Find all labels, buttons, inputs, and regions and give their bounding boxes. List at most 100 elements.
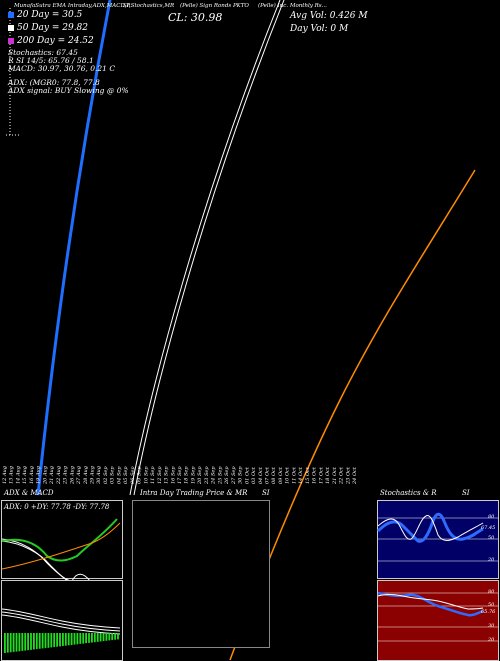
macd-histogram-bar	[108, 633, 111, 641]
date-tick-label: 27 Aug	[76, 466, 82, 485]
close-price: CL: 30.98	[168, 11, 223, 24]
avg-volume: Avg Vol: 0.426 M	[290, 11, 368, 21]
date-tick-label: 06 Sep	[130, 466, 136, 484]
date-tick-label: 22 Aug	[56, 466, 62, 485]
stoch-level-50: 50	[488, 535, 495, 541]
macd-histogram-bar	[111, 633, 114, 641]
date-tick-label: 19 Aug	[36, 466, 42, 484]
date-tick-label: 17 Oct	[318, 466, 324, 484]
macd-histogram-bar	[114, 633, 116, 640]
rsi-level-20: 20	[488, 637, 495, 643]
ema20-label: 20 Day = 30.5	[17, 10, 83, 20]
macd-histogram-bar	[91, 633, 93, 643]
date-tick-label: 24 Sep	[211, 466, 217, 485]
ema50-label: 50 Day = 29.82	[17, 23, 89, 33]
macd-histogram-bar	[88, 633, 90, 643]
macd-histogram-bar	[82, 633, 85, 644]
stoch-panel: 67.45 80 50 20	[376, 500, 499, 579]
date-tick-label: 13 Sep	[164, 466, 170, 484]
date-tick-label: 03 Sep	[110, 466, 116, 484]
date-tick-label: 23 Oct	[345, 466, 351, 485]
date-tick-label: 18 Sep	[184, 466, 190, 484]
stoch-panel-title: Stochastics & R	[380, 489, 437, 497]
adx-values: ADX: 0 +DY: 77.78 -DY: 77.78	[4, 503, 110, 511]
date-tick-label: 21 Aug	[49, 466, 55, 485]
macd-histogram-bar	[96, 633, 99, 642]
macd-histogram-bar	[102, 633, 105, 642]
macd-histogram-bar	[59, 633, 61, 647]
macd-histogram-bar	[50, 633, 53, 648]
date-tick-label: 04 Oct	[258, 466, 264, 484]
date-tick-label: 26 Sep	[224, 466, 230, 485]
date-tick-label: 20 Aug	[42, 466, 48, 485]
date-tick-label: 11 Sep	[150, 466, 156, 484]
intraday-panel	[132, 500, 270, 648]
date-tick-label: 10 Sep	[143, 466, 149, 484]
adx-lines	[1, 518, 121, 584]
adx-panel: ADX: 0 +DY: 77.78 -DY: 77.78	[1, 500, 123, 584]
macd-histogram-bar	[67, 633, 70, 646]
date-tick-label: 15 Aug	[22, 466, 28, 484]
date-tick-label: 20 Sep	[197, 466, 203, 485]
rsi-level-80: 80	[488, 589, 495, 595]
macd-histogram-bar	[56, 633, 58, 647]
date-tick-label: 17 Sep	[177, 466, 183, 484]
date-tick-label: 24 Oct	[352, 466, 358, 485]
macd-histogram-bar	[79, 633, 82, 644]
date-tick-label: 07 Oct	[265, 466, 271, 484]
adx-signal-text: ADX signal: BUY Slowing @ 0%	[8, 86, 129, 95]
ema20-swatch	[8, 12, 14, 18]
macd-histogram-bar	[85, 633, 87, 644]
macd-histogram-bar	[99, 633, 102, 642]
date-tick-label: 08 Oct	[271, 466, 277, 484]
rsi-level-30: 30	[488, 623, 495, 629]
macd-histogram-bar	[15, 633, 18, 652]
date-tick-label: 14 Aug	[16, 466, 22, 484]
macd-histogram-bar	[70, 633, 73, 645]
header-title-3: (Pelle) Sign Ronds PKTO	[180, 3, 249, 9]
date-tick-label: 05 Sep	[123, 466, 129, 484]
date-tick-label: 16 Aug	[29, 466, 35, 484]
macd-histogram-bar	[105, 633, 108, 641]
stoch-level-20: 20	[488, 557, 495, 563]
macd-histogram-bar	[30, 633, 32, 650]
stochastics-text: Stochastics: 67.45	[8, 48, 78, 57]
date-tick-label: 15 Oct	[305, 466, 311, 484]
macd-histogram-bar	[35, 633, 38, 650]
ema50-swatch	[8, 25, 14, 31]
date-tick-label: 09 Sep	[137, 466, 143, 484]
date-tick-label: 04 Sep	[116, 466, 122, 484]
date-tick-label: 19 Sep	[191, 466, 197, 484]
date-tick-label: 23 Sep	[204, 466, 210, 485]
macd-lines	[1, 608, 121, 653]
date-tick-label: 29 Aug	[90, 466, 96, 485]
ema50-line-2	[133, 0, 285, 496]
date-tick-label: 16 Oct	[312, 466, 318, 484]
date-tick-label: 02 Sep	[103, 466, 109, 484]
intraday-panel-title: Intra Day Trading Price & MR	[140, 489, 248, 497]
date-tick-label: 30 Aug	[96, 466, 102, 484]
macd-histogram-bar	[21, 633, 24, 651]
date-tick-label: 30 Sep	[238, 466, 244, 484]
date-tick-label: 01 Oct	[244, 466, 250, 484]
date-tick-label: 12 Aug	[2, 466, 8, 484]
macd-histogram-bar	[6, 633, 9, 653]
date-tick-label: 21 Oct	[332, 466, 338, 485]
date-tick-label: 10 Oct	[285, 466, 291, 484]
rsi-text: R SI 14/5: 65.76 / 58.1	[8, 56, 94, 65]
macd-histogram-bar	[62, 633, 64, 646]
rsi-panel: 65.76 80 50 30 20	[377, 580, 499, 661]
header-title-4: (Pelle) Inc. Monthly Rs...	[258, 3, 327, 9]
stoch-level-80: 80	[488, 514, 495, 520]
date-tick-label: 27 Sep	[231, 466, 237, 485]
macd-histogram-bar	[33, 633, 35, 650]
macd-histogram-bar	[12, 633, 15, 652]
macd-text: MACD: 30.97, 30.76, 0.21 C	[8, 64, 116, 73]
intraday-panel-si: SI	[262, 489, 270, 497]
adx-text: ADX: (MGR0: 77.8, 77.8	[8, 78, 100, 87]
date-tick-label: 11 Oct	[291, 466, 297, 484]
stoch-lines: 67.45	[376, 512, 498, 562]
macd-histogram-bar	[64, 633, 67, 646]
macd-histogram-bar	[18, 633, 21, 652]
ema20-line	[36, 0, 112, 496]
